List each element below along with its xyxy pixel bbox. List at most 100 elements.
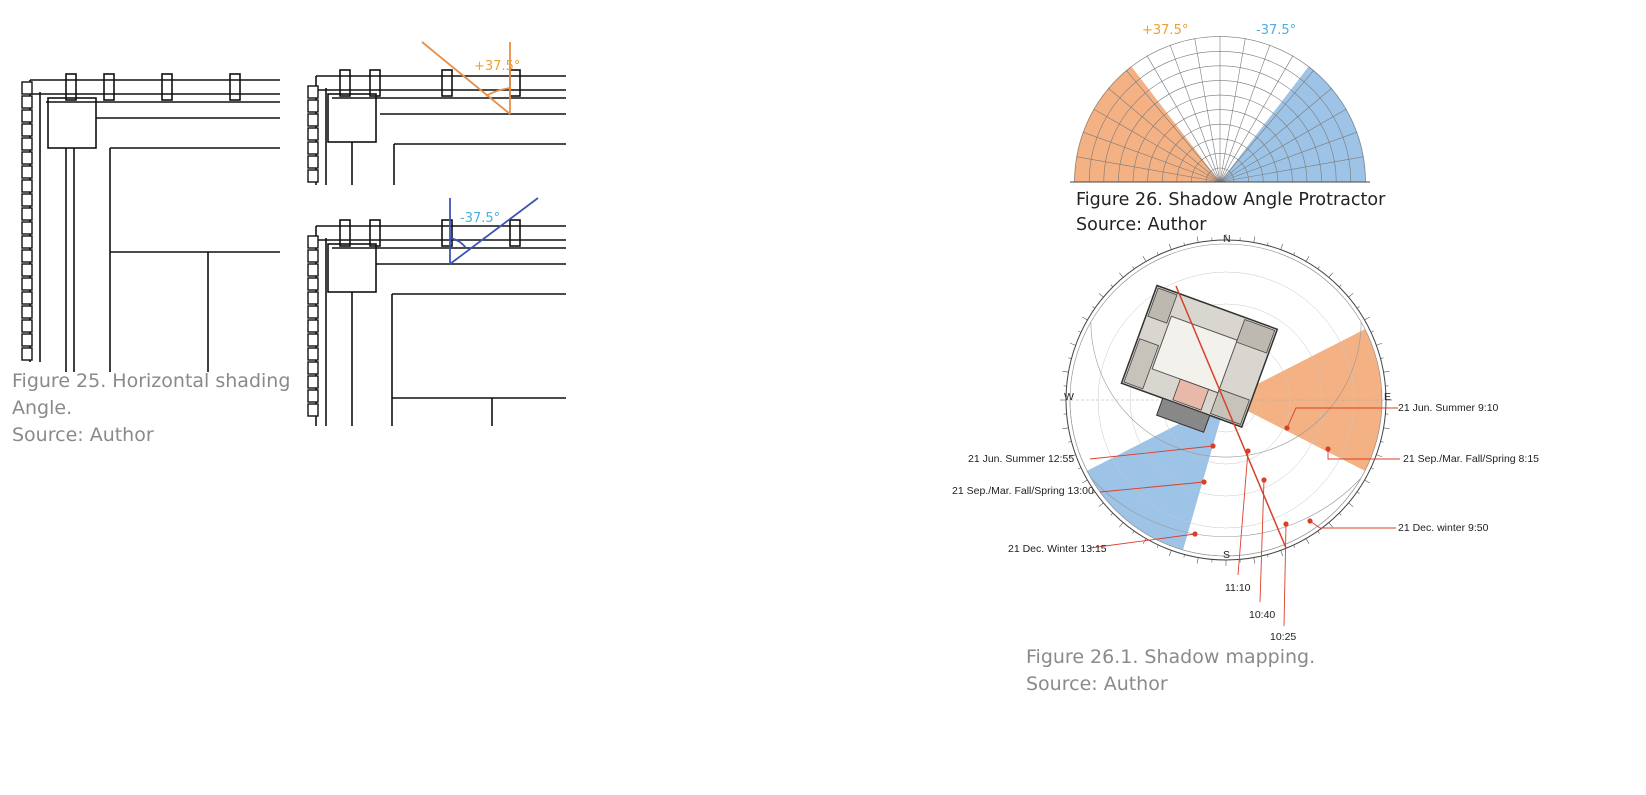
label-sep-mar-1300: 21 Sep./Mar. Fall/Spring 13:00 <box>952 485 1094 497</box>
protractor-positive-sector <box>1074 66 1220 182</box>
protractor-ray <box>1219 131 1358 183</box>
azimuth-tick <box>1142 256 1147 262</box>
label-dec-winter-950: 21 Dec. winter 9:50 <box>1398 522 1489 534</box>
sun-position-dot <box>1307 518 1313 524</box>
azimuth-tick <box>1348 502 1354 507</box>
figure-26-1: N S E W 21 Jun. Summer 9:10 21 Sep./Mar.… <box>940 230 1646 710</box>
azimuth-tick <box>1078 330 1082 333</box>
azimuth-tick <box>1305 256 1310 262</box>
azimuth-tick <box>1183 554 1185 558</box>
azimuth-tick <box>1293 544 1296 548</box>
building-plan <box>1120 284 1279 433</box>
azimuth-tick <box>1092 491 1096 494</box>
protractor-angle-negative: -37.5° <box>1256 23 1296 38</box>
azimuth-tick <box>1338 512 1342 516</box>
label-sep-mar-815: 21 Sep./Mar. Fall/Spring 8:15 <box>1403 453 1539 465</box>
compass-west: W <box>1064 391 1074 403</box>
azimuth-tick <box>1370 467 1374 470</box>
figure-25-source: Source: Author <box>12 424 154 446</box>
azimuth-tick <box>1168 550 1172 557</box>
azimuth-tick <box>1380 357 1384 359</box>
leader-line <box>1283 523 1287 627</box>
sun-path-arc <box>1090 477 1362 537</box>
protractor-ray <box>1219 55 1294 183</box>
azimuth-tick <box>1183 242 1185 246</box>
azimuth-tick <box>1156 544 1159 548</box>
azimuth-tick <box>1253 236 1256 243</box>
sun-position-dot <box>1283 521 1289 527</box>
azimuth-tick <box>1068 441 1072 443</box>
azimuth-tick <box>1062 427 1069 430</box>
leader-line <box>1089 445 1214 460</box>
leader-line <box>1237 450 1249 576</box>
azimuth-tick <box>1317 266 1320 270</box>
protractor-angle-positive: +37.5° <box>1142 23 1188 38</box>
leader-line <box>1327 449 1400 460</box>
leader-line <box>1259 479 1265 603</box>
figure-25-caption-line2: Angle. <box>12 397 73 419</box>
azimuth-tick <box>1267 554 1269 558</box>
azimuth-tick <box>1280 243 1284 250</box>
figure-26: +37.5° -37.5° Figure 26. Shadow Angle Pr… <box>1060 14 1390 244</box>
label-dec-winter-1315: 21 Dec. Winter 13:15 <box>1008 543 1107 555</box>
sun-position-dot <box>1192 531 1198 537</box>
compass-south: S <box>1223 549 1230 561</box>
leader-line <box>1309 520 1396 529</box>
azimuth-tick <box>1253 557 1256 564</box>
azimuth-tick <box>1196 557 1199 564</box>
leader-line <box>1099 481 1205 493</box>
leader-line <box>1286 407 1398 429</box>
leader-line <box>1089 533 1196 549</box>
azimuth-tick <box>1376 454 1383 458</box>
azimuth-tick <box>1082 479 1088 484</box>
label-time-1040: 10:40 <box>1249 609 1275 621</box>
azimuth-tick <box>1069 342 1076 346</box>
figure-25-plan-positive: +37.5° <box>307 41 566 185</box>
azimuth-tick <box>1348 293 1354 298</box>
azimuth-tick <box>1082 316 1088 321</box>
label-jun-summer-1255: 21 Jun. Summer 12:55 <box>968 453 1074 465</box>
protractor-ray <box>1169 44 1221 183</box>
protractor-ray <box>1125 69 1221 183</box>
label-time-1110: 11:10 <box>1225 582 1251 594</box>
azimuth-tick <box>1328 522 1333 528</box>
label-jun-summer-910: 21 Jun. Summer 9:10 <box>1398 402 1499 414</box>
compass-east: E <box>1384 391 1391 403</box>
azimuth-tick <box>1364 316 1370 321</box>
protractor-ray <box>1194 38 1221 183</box>
protractor-ray <box>1219 38 1246 183</box>
protractor-ray <box>1076 156 1221 183</box>
label-time-1025: 10:25 <box>1270 631 1296 643</box>
protractor-ray <box>1093 108 1221 183</box>
azimuth-tick <box>1168 243 1172 250</box>
figure-26-caption-line: Figure 26. Shadow Angle Protractor <box>1076 190 1386 210</box>
azimuth-tick <box>1132 266 1135 270</box>
figure-25-left-plan <box>21 73 280 372</box>
figure-25-plan-negative: -37.5° <box>307 197 566 426</box>
figure-26-caption: Figure 26. Shadow Angle Protractor Sourc… <box>1076 188 1396 238</box>
protractor-ray <box>1146 55 1221 183</box>
figure-25-caption: Figure 25. Horizontal shading Angle. Sou… <box>12 368 292 449</box>
protractor-ray <box>1219 44 1271 183</box>
figure-25-angle-negative: -37.5° <box>460 211 500 226</box>
azimuth-tick <box>1196 236 1199 243</box>
azimuth-tick <box>1338 284 1342 288</box>
shadow-angle-protractor: +37.5° -37.5° <box>1070 23 1370 183</box>
figure-26-1-caption-line: Figure 26.1. Shadow mapping. <box>1026 646 1316 668</box>
azimuth-tick <box>1110 512 1114 516</box>
azimuth-tick <box>1092 306 1096 309</box>
azimuth-tick <box>1119 522 1124 528</box>
protractor-negative-sector <box>1220 66 1366 182</box>
azimuth-tick <box>1293 252 1296 256</box>
azimuth-tick <box>1098 293 1104 298</box>
azimuth-tick <box>1078 467 1082 470</box>
azimuth-tick <box>1328 272 1333 278</box>
shadow-mapping-diagram: N S E W 21 Jun. Summer 9:10 21 Sep./Mar.… <box>952 233 1539 643</box>
sun-position-dot <box>1210 443 1216 449</box>
sun-position-dot <box>1325 446 1331 452</box>
figure-26-source: Source: Author <box>1076 215 1207 235</box>
shadow-sector <box>1087 400 1226 550</box>
figure-26-1-caption: Figure 26.1. Shadow mapping. Source: Aut… <box>1026 644 1426 698</box>
azimuth-tick <box>1068 357 1072 359</box>
azimuth-tick <box>1383 427 1390 430</box>
